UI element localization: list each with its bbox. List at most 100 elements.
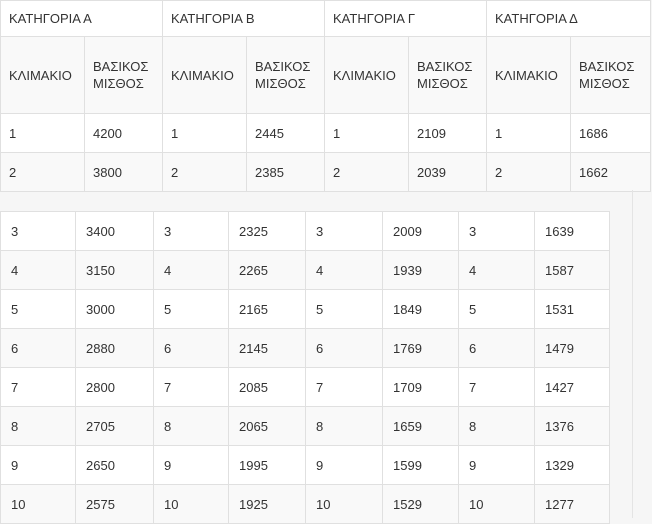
step-cell: 8 <box>0 406 76 446</box>
salary-cell: 2800 <box>75 367 154 407</box>
table-row: 3 3400 3 2325 3 2009 3 1639 <box>0 211 610 251</box>
salary-cell: 1599 <box>382 445 459 485</box>
salary-cell: 1686 <box>569 113 652 153</box>
salary-cell: 1662 <box>569 152 652 192</box>
salary-cell: 1277 <box>534 484 610 524</box>
step-header: ΚΛΙΜΑΚΙΟ <box>0 36 85 114</box>
step-cell: 2 <box>162 152 247 192</box>
salary-cell: 1939 <box>382 250 459 290</box>
step-cell: 9 <box>153 445 229 485</box>
salary-cell: 3150 <box>75 250 154 290</box>
salary-cell: 2445 <box>246 113 325 153</box>
step-cell: 1 <box>324 113 409 153</box>
salary-header: ΒΑΣΙΚΟΣ ΜΙΣΘΟΣ <box>569 36 652 114</box>
step-cell: 1 <box>0 113 85 153</box>
table-row: 6 2880 6 2145 6 1769 6 1479 <box>0 328 610 368</box>
step-cell: 7 <box>305 367 383 407</box>
table-row: 4 3150 4 2265 4 1939 4 1587 <box>0 250 610 290</box>
step-cell: 5 <box>305 289 383 329</box>
salary-cell: 2085 <box>228 367 306 407</box>
salary-cell: 1479 <box>534 328 610 368</box>
salary-cell: 1659 <box>382 406 459 446</box>
table-row: 10 2575 10 1925 10 1529 10 1277 <box>0 484 610 524</box>
step-cell: 4 <box>458 250 535 290</box>
salary-cell: 3800 <box>84 152 163 192</box>
salary-cell: 3000 <box>75 289 154 329</box>
step-cell: 4 <box>305 250 383 290</box>
step-cell: 6 <box>458 328 535 368</box>
step-cell: 9 <box>0 445 76 485</box>
table-row: 5 3000 5 2165 5 1849 5 1531 <box>0 289 610 329</box>
salary-cell: 1769 <box>382 328 459 368</box>
salary-cell: 2145 <box>228 328 306 368</box>
step-cell: 10 <box>458 484 535 524</box>
step-cell: 2 <box>486 152 571 192</box>
step-header: ΚΛΙΜΑΚΙΟ <box>486 36 571 114</box>
salary-table-body: 3 3400 3 2325 3 2009 3 1639 4 3150 4 2265 4 1939 4 1587… <box>0 211 610 524</box>
step-cell: 3 <box>305 211 383 251</box>
salary-header: ΒΑΣΙΚΟΣ ΜΙΣΘΟΣ <box>408 36 487 114</box>
step-header: ΚΛΙΜΑΚΙΟ <box>324 36 409 114</box>
step-cell: 2 <box>324 152 409 192</box>
step-cell: 8 <box>153 406 229 446</box>
salary-cell: 2650 <box>75 445 154 485</box>
salary-cell: 1639 <box>534 211 610 251</box>
step-cell: 4 <box>153 250 229 290</box>
step-cell: 5 <box>153 289 229 329</box>
step-cell: 10 <box>0 484 76 524</box>
step-cell: 9 <box>305 445 383 485</box>
salary-cell: 2039 <box>408 152 487 192</box>
salary-cell: 1995 <box>228 445 306 485</box>
step-cell: 5 <box>458 289 535 329</box>
table-row: 2 3800 2 2385 2 2039 2 1662 <box>0 152 652 192</box>
table-row: 8 2705 8 2065 8 1659 8 1376 <box>0 406 610 446</box>
step-cell: 7 <box>153 367 229 407</box>
step-cell: 7 <box>458 367 535 407</box>
salary-cell: 1709 <box>382 367 459 407</box>
salary-cell: 2065 <box>228 406 306 446</box>
salary-cell: 2880 <box>75 328 154 368</box>
salary-cell: 1329 <box>534 445 610 485</box>
salary-cell: 1427 <box>534 367 610 407</box>
step-cell: 8 <box>458 406 535 446</box>
step-cell: 5 <box>0 289 76 329</box>
salary-cell: 2009 <box>382 211 459 251</box>
salary-cell: 1376 <box>534 406 610 446</box>
step-cell: 7 <box>0 367 76 407</box>
step-cell: 4 <box>0 250 76 290</box>
step-cell: 10 <box>305 484 383 524</box>
table-row: 7 2800 7 2085 7 1709 7 1427 <box>0 367 610 407</box>
step-cell: 3 <box>458 211 535 251</box>
salary-cell: 2165 <box>228 289 306 329</box>
table-row: 1 4200 1 2445 1 2109 1 1686 <box>0 113 652 153</box>
step-cell: 6 <box>153 328 229 368</box>
step-header: ΚΛΙΜΑΚΙΟ <box>162 36 247 114</box>
step-cell: 3 <box>0 211 76 251</box>
step-cell: 1 <box>486 113 571 153</box>
salary-cell: 2705 <box>75 406 154 446</box>
divider <box>632 190 633 518</box>
salary-cell: 3400 <box>75 211 154 251</box>
salary-cell: 2325 <box>228 211 306 251</box>
salary-cell: 4200 <box>84 113 163 153</box>
salary-cell: 2385 <box>246 152 325 192</box>
salary-header: ΒΑΣΙΚΟΣ ΜΙΣΘΟΣ <box>84 36 163 114</box>
salary-cell: 1587 <box>534 250 610 290</box>
step-cell: 1 <box>162 113 247 153</box>
salary-cell: 1531 <box>534 289 610 329</box>
salary-table-header: ΚΑΤΗΓΟΡΙΑ Α ΚΑΤΗΓΟΡΙΑ Β ΚΑΤΗΓΟΡΙΑ Γ ΚΑΤΗ… <box>0 0 652 192</box>
step-cell: 3 <box>153 211 229 251</box>
salary-header: ΒΑΣΙΚΟΣ ΜΙΣΘΟΣ <box>246 36 325 114</box>
step-cell: 6 <box>0 328 76 368</box>
category-header: ΚΑΤΗΓΟΡΙΑ Α <box>0 0 163 37</box>
category-header: ΚΑΤΗΓΟΡΙΑ Δ <box>485 0 652 37</box>
salary-cell: 2265 <box>228 250 306 290</box>
step-cell: 8 <box>305 406 383 446</box>
table-row: 9 2650 9 1995 9 1599 9 1329 <box>0 445 610 485</box>
salary-cell: 1529 <box>382 484 459 524</box>
salary-cell: 2109 <box>408 113 487 153</box>
step-cell: 6 <box>305 328 383 368</box>
step-cell: 9 <box>458 445 535 485</box>
step-cell: 2 <box>0 152 85 192</box>
salary-cell: 1849 <box>382 289 459 329</box>
